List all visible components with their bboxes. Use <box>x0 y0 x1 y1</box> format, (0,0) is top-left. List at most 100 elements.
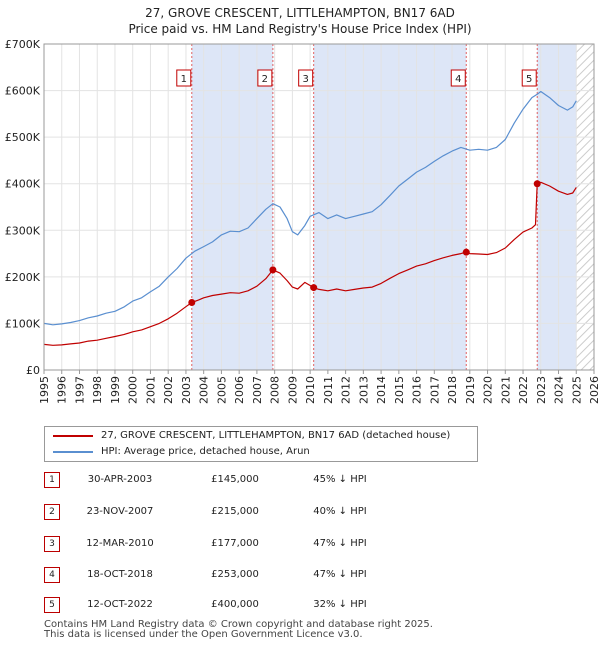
sale-point <box>462 248 470 256</box>
legend-label-hpi: HPI: Average price, detached house, Arun <box>101 446 310 457</box>
y-tick-label: £400K <box>5 178 41 191</box>
sale-marker-box: 3 <box>298 69 314 87</box>
x-tick-label: 2003 <box>180 376 193 404</box>
x-tick-label: 2024 <box>553 376 566 404</box>
x-tick-label: 2015 <box>393 376 406 404</box>
sale-row: 1 30-APR-2003 £145,000 45% ↓ HPI <box>0 470 600 490</box>
x-tick-label: 2018 <box>446 376 459 404</box>
price-chart: 1 2 3 4 5 £0 £100K £200K £300K £400K £500K £600K £7… <box>5 38 600 404</box>
x-tick-label: 2023 <box>535 376 548 404</box>
sale-hpi-diff: 40% ↓ HPI <box>313 506 367 517</box>
sale-number-badge: 2 <box>44 504 60 520</box>
shaded-ownership-range <box>191 44 273 370</box>
y-tick-label: £100K <box>5 317 41 330</box>
sale-marker-box: 5 <box>521 69 537 87</box>
footer-copyright: Contains HM Land Registry data © Crown c… <box>44 619 433 630</box>
sale-date: 18-OCT-2018 <box>87 569 153 580</box>
x-tick-label: 2022 <box>517 376 530 404</box>
sale-marker-box-frame <box>176 69 192 87</box>
sale-price: £253,000 <box>211 569 259 580</box>
sale-marker-box-frame <box>521 69 537 87</box>
sale-marker-box-frame <box>257 69 273 87</box>
x-tick-label: 2020 <box>482 376 495 404</box>
sale-date: 30-APR-2003 <box>87 474 153 485</box>
x-tick-label: 2012 <box>340 376 353 404</box>
sale-row: 4 18-OCT-2018 £253,000 47% ↓ HPI <box>0 565 600 585</box>
x-tick-label: 2025 <box>570 376 583 404</box>
x-tick-label: 2009 <box>286 376 299 404</box>
sale-price: £400,000 <box>211 599 259 610</box>
sale-date: 12-OCT-2022 <box>87 599 153 610</box>
plot-frame <box>43 43 595 371</box>
sale-row: 3 12-MAR-2010 £177,000 47% ↓ HPI <box>0 534 600 554</box>
sale-date: 12-MAR-2010 <box>86 538 154 549</box>
chart-title-line1: 27, GROVE CRESCENT, LITTLEHAMPTON, BN17 … <box>145 6 455 20</box>
sale-row: 2 23-NOV-2007 £215,000 40% ↓ HPI <box>0 502 600 522</box>
x-tick-label: 2014 <box>375 376 388 404</box>
shaded-ownership-range <box>313 44 467 370</box>
x-tick-label: 2019 <box>464 376 477 404</box>
sale-number-badge: 5 <box>44 597 60 613</box>
footer-license: This data is licensed under the Open Gov… <box>44 629 363 640</box>
x-tick-label: 2000 <box>127 376 140 404</box>
x-tick-label: 2001 <box>144 376 157 404</box>
y-tick-label: £700K <box>5 38 41 51</box>
shaded-ownership-range <box>537 44 577 370</box>
footer: Contains HM Land Registry data © Crown c… <box>44 620 433 640</box>
x-tick-label: 1998 <box>91 376 104 404</box>
y-tick-label: £200K <box>5 271 41 284</box>
x-tick-label: 2004 <box>198 376 211 404</box>
forecast-hatch-area <box>576 44 594 370</box>
sale-marker-box-frame <box>298 69 314 87</box>
sale-hpi-diff: 45% ↓ HPI <box>313 474 367 485</box>
sale-marker-box-frame <box>450 69 466 87</box>
hpi-series-line <box>43 90 577 326</box>
x-tick-label: 2011 <box>322 376 335 404</box>
x-tick-label: 1999 <box>109 376 122 404</box>
x-tick-label: 2017 <box>428 376 441 404</box>
sale-marker-label: 5 <box>526 74 532 85</box>
x-tick-label: 1997 <box>73 376 86 404</box>
sale-marker-label: 1 <box>181 74 187 85</box>
legend-swatch-hpi <box>53 451 93 453</box>
sale-price: £177,000 <box>211 538 259 549</box>
legend-label-property: 27, GROVE CRESCENT, LITTLEHAMPTON, BN17 … <box>101 430 451 441</box>
x-tick-label: 2026 <box>588 376 600 404</box>
sale-number-badge: 1 <box>44 472 60 488</box>
y-tick-label: £0 <box>26 364 40 377</box>
x-tick-label: 2016 <box>411 376 424 404</box>
sale-price: £215,000 <box>211 506 259 517</box>
x-tick-label: 1995 <box>38 376 51 404</box>
sale-number-badge: 3 <box>44 536 60 552</box>
x-tick-label: 2010 <box>304 376 317 404</box>
sale-number-badge: 4 <box>44 567 60 583</box>
sale-marker-label: 2 <box>262 74 268 85</box>
sale-hpi-diff: 47% ↓ HPI <box>313 569 367 580</box>
y-tick-label: £500K <box>5 131 41 144</box>
x-tick-label: 2007 <box>251 376 264 404</box>
sale-point <box>269 266 277 274</box>
sale-point <box>310 284 318 292</box>
sale-row: 5 12-OCT-2022 £400,000 32% ↓ HPI <box>0 595 600 615</box>
sale-marker-box: 2 <box>257 69 273 87</box>
sale-hpi-diff: 47% ↓ HPI <box>313 538 367 549</box>
sale-marker-label: 4 <box>455 74 461 85</box>
sale-marker-box: 1 <box>176 69 192 87</box>
y-tick-label: £600K <box>5 85 41 98</box>
sale-marker-box: 4 <box>450 69 466 87</box>
sale-point <box>188 298 196 306</box>
x-tick-label: 2008 <box>269 376 282 404</box>
y-tick-label: £300K <box>5 224 41 237</box>
sale-marker-label: 3 <box>302 74 308 85</box>
x-tick-label: 2006 <box>233 376 246 404</box>
legend-swatch-property <box>53 435 93 437</box>
sale-price: £145,000 <box>211 474 259 485</box>
x-tick-label: 2005 <box>215 376 228 404</box>
x-tick-label: 1996 <box>56 376 69 404</box>
sale-point <box>533 180 541 188</box>
x-tick-label: 2013 <box>357 376 370 404</box>
x-tick-label: 2002 <box>162 376 175 404</box>
sale-date: 23-NOV-2007 <box>86 506 154 517</box>
legend: 27, GROVE CRESCENT, LITTLEHAMPTON, BN17 … <box>44 426 478 462</box>
chart-title-line2: Price paid vs. HM Land Registry's House … <box>128 22 472 36</box>
